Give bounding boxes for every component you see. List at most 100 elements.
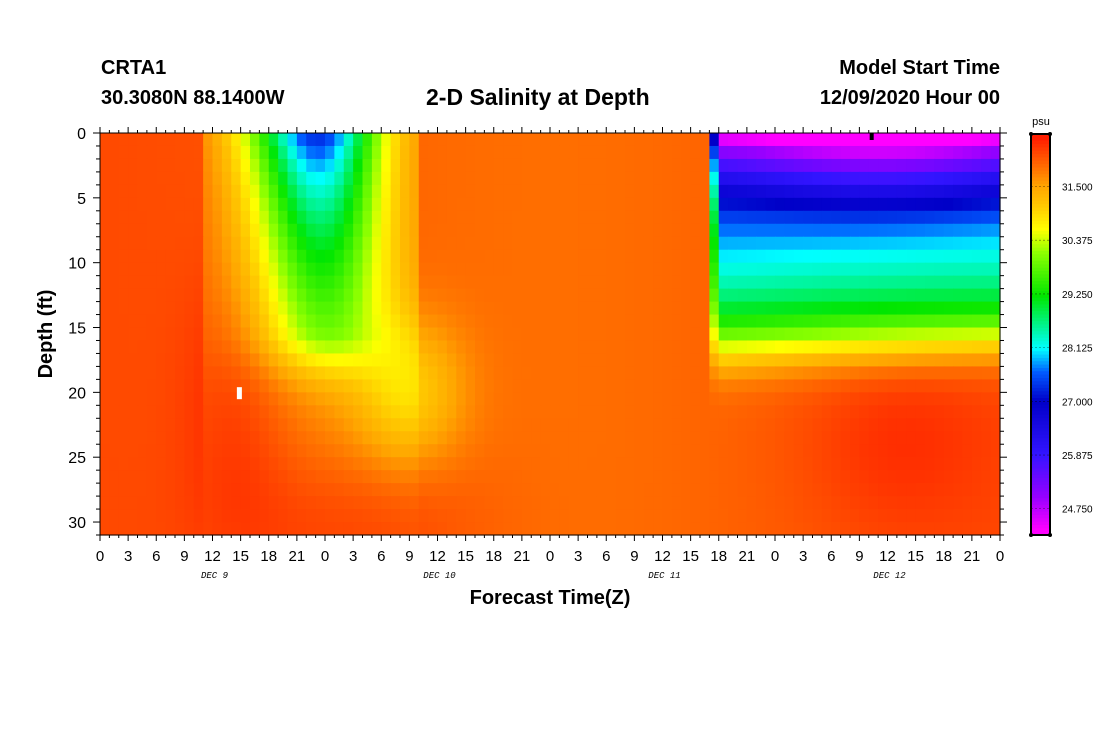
heatmap-cell [193,133,204,147]
heatmap-cell [606,366,617,380]
heatmap-cell [831,496,842,510]
heatmap-cell [296,262,307,277]
colorbar-band [1031,264,1050,269]
heatmap-cell [296,236,307,251]
heatmap-cell [925,197,935,212]
heatmap-cell [868,262,879,277]
heatmap-cell [840,353,851,368]
heatmap-cell [231,171,242,186]
heatmap-cell [662,509,673,523]
heatmap-cell [962,223,973,238]
heatmap-cell [259,314,270,329]
heatmap-cell [803,418,814,432]
heatmap-cell [868,158,879,173]
heatmap-cell [362,275,373,290]
heatmap-cell [118,171,129,186]
heatmap-cell [662,223,673,238]
heatmap-cell [325,496,335,510]
heatmap-cell [578,133,589,147]
heatmap-cell [934,158,945,173]
heatmap-cell [971,275,982,290]
heatmap-cell [737,275,748,290]
heatmap-cell [475,522,485,536]
heatmap-cell [381,379,392,393]
heatmap-cell [775,314,785,329]
heatmap-cell [934,223,945,238]
heatmap-cell [109,275,120,290]
heatmap-cell [240,431,251,445]
heatmap-cell [728,301,739,316]
heatmap-cell [625,405,635,419]
heatmap-cell [690,249,701,264]
heatmap-cell [906,158,917,173]
heatmap-cell [925,158,935,173]
heatmap-cell [400,223,410,238]
heatmap-cell [137,249,148,264]
x-tick-label: 18 [260,548,277,565]
heatmap-cell [278,249,289,264]
heatmap-cell [681,366,692,380]
heatmap-cell [728,457,739,471]
heatmap-cell [831,418,842,432]
heatmap-cell [287,184,298,199]
heatmap-cell [634,288,645,303]
heatmap-cell [925,392,935,406]
colorbar-band [1031,327,1050,332]
heatmap-cell [765,483,776,497]
heatmap-cell [381,210,392,225]
heatmap-cell [559,353,570,368]
heatmap-cell [212,509,223,523]
heatmap-cell [334,236,345,251]
heatmap-cell [821,353,832,368]
heatmap-cell [671,184,682,199]
heatmap-cell [250,133,260,147]
heatmap-cell [953,340,964,355]
heatmap-cell [278,392,289,406]
heatmap-cell [109,431,120,445]
heatmap-cell [437,392,448,406]
heatmap-cell [596,431,607,445]
heatmap-cell [859,249,870,264]
heatmap-cell [803,457,814,471]
heatmap-cell [765,262,776,277]
heatmap-cell [625,522,635,536]
heatmap-cell [953,171,964,186]
heatmap-cell [934,405,945,419]
heatmap-cell [859,444,870,458]
heatmap-cell [925,522,935,536]
heatmap-cell [484,210,495,225]
colorbar-corner [1029,533,1033,537]
heatmap-cell [521,509,532,523]
heatmap-cell [831,210,842,225]
heatmap-cell [906,379,917,393]
heatmap-cell [943,236,954,251]
heatmap-cell [746,314,757,329]
heatmap-cell [803,223,814,238]
heatmap-cell [184,379,195,393]
heatmap-cell [465,431,476,445]
heatmap-cell [465,301,476,316]
heatmap-cell [681,327,692,342]
heatmap-cell [137,210,148,225]
heatmap-cell [446,522,457,536]
colorbar-band [1031,321,1050,326]
heatmap-cell [962,392,973,406]
heatmap-cell [943,314,954,329]
heatmap-cell [418,457,429,471]
x-tick-label: 6 [152,548,160,565]
heatmap-cell [746,405,757,419]
heatmap-cell [203,184,214,199]
heatmap-cell [765,314,776,329]
heatmap-cell [118,353,129,368]
heatmap-cell [540,340,551,355]
heatmap-cell [887,314,898,329]
heatmap-cell [250,158,260,173]
heatmap-cell [456,379,467,393]
heatmap-cell [118,470,129,484]
heatmap-cell [456,340,467,355]
colorbar-band [1031,508,1050,513]
heatmap-cell [221,340,232,355]
heatmap-cell [896,353,907,368]
heatmap-cell [428,379,439,393]
heatmap-cell [934,275,945,290]
